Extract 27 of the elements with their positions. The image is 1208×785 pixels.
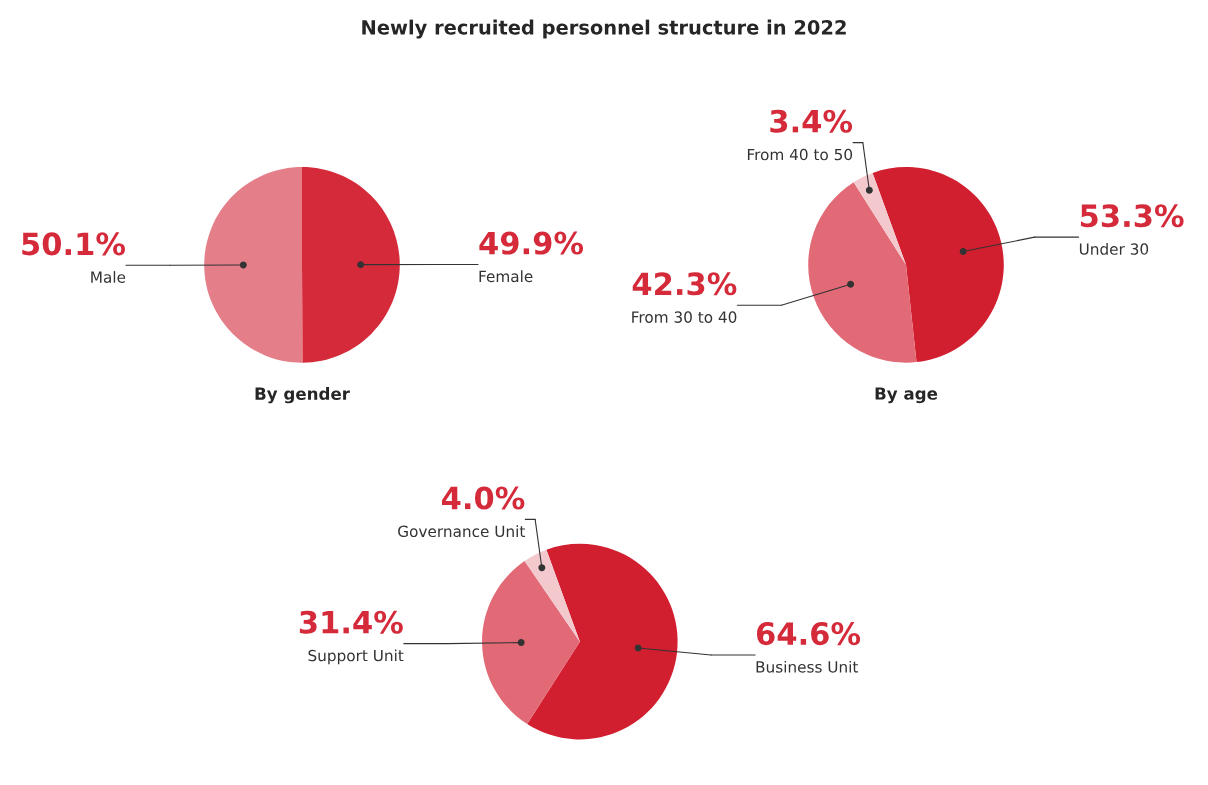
pie-slice <box>808 182 917 363</box>
slice-label: Male <box>91 271 126 283</box>
data-label: 50.1% <box>22 232 126 256</box>
data-label: 31.4% <box>299 610 403 634</box>
slice-label: Governance Unit <box>398 525 525 538</box>
pie-slice <box>853 172 906 265</box>
data-label: 64.6% <box>756 622 861 646</box>
pie-slice <box>527 543 678 740</box>
text: By age <box>875 387 938 404</box>
pie-slice <box>524 549 580 642</box>
data-label: 49.9% <box>479 231 584 255</box>
pie-slice <box>204 167 303 363</box>
slice-label: Under 30 <box>1079 243 1149 255</box>
slice-label: Business Unit <box>756 660 859 673</box>
data-label: 4.0% <box>441 486 525 510</box>
chart-title: Newly recruited personnel structure in 2022 <box>362 19 846 39</box>
pie-slice <box>302 167 400 363</box>
data-label: 53.3% <box>1080 204 1184 228</box>
pie-slice <box>872 167 1004 363</box>
pie-slice <box>482 560 580 725</box>
slice-label: From 40 to 50 <box>747 148 853 161</box>
slice-label: From 30 to 40 <box>632 311 737 323</box>
data-label: 3.4% <box>770 109 853 133</box>
text: By gender <box>255 387 350 404</box>
data-label: 42.3% <box>632 272 737 296</box>
slice-label: Support Unit <box>308 649 404 665</box>
slice-label: Female <box>479 270 533 283</box>
